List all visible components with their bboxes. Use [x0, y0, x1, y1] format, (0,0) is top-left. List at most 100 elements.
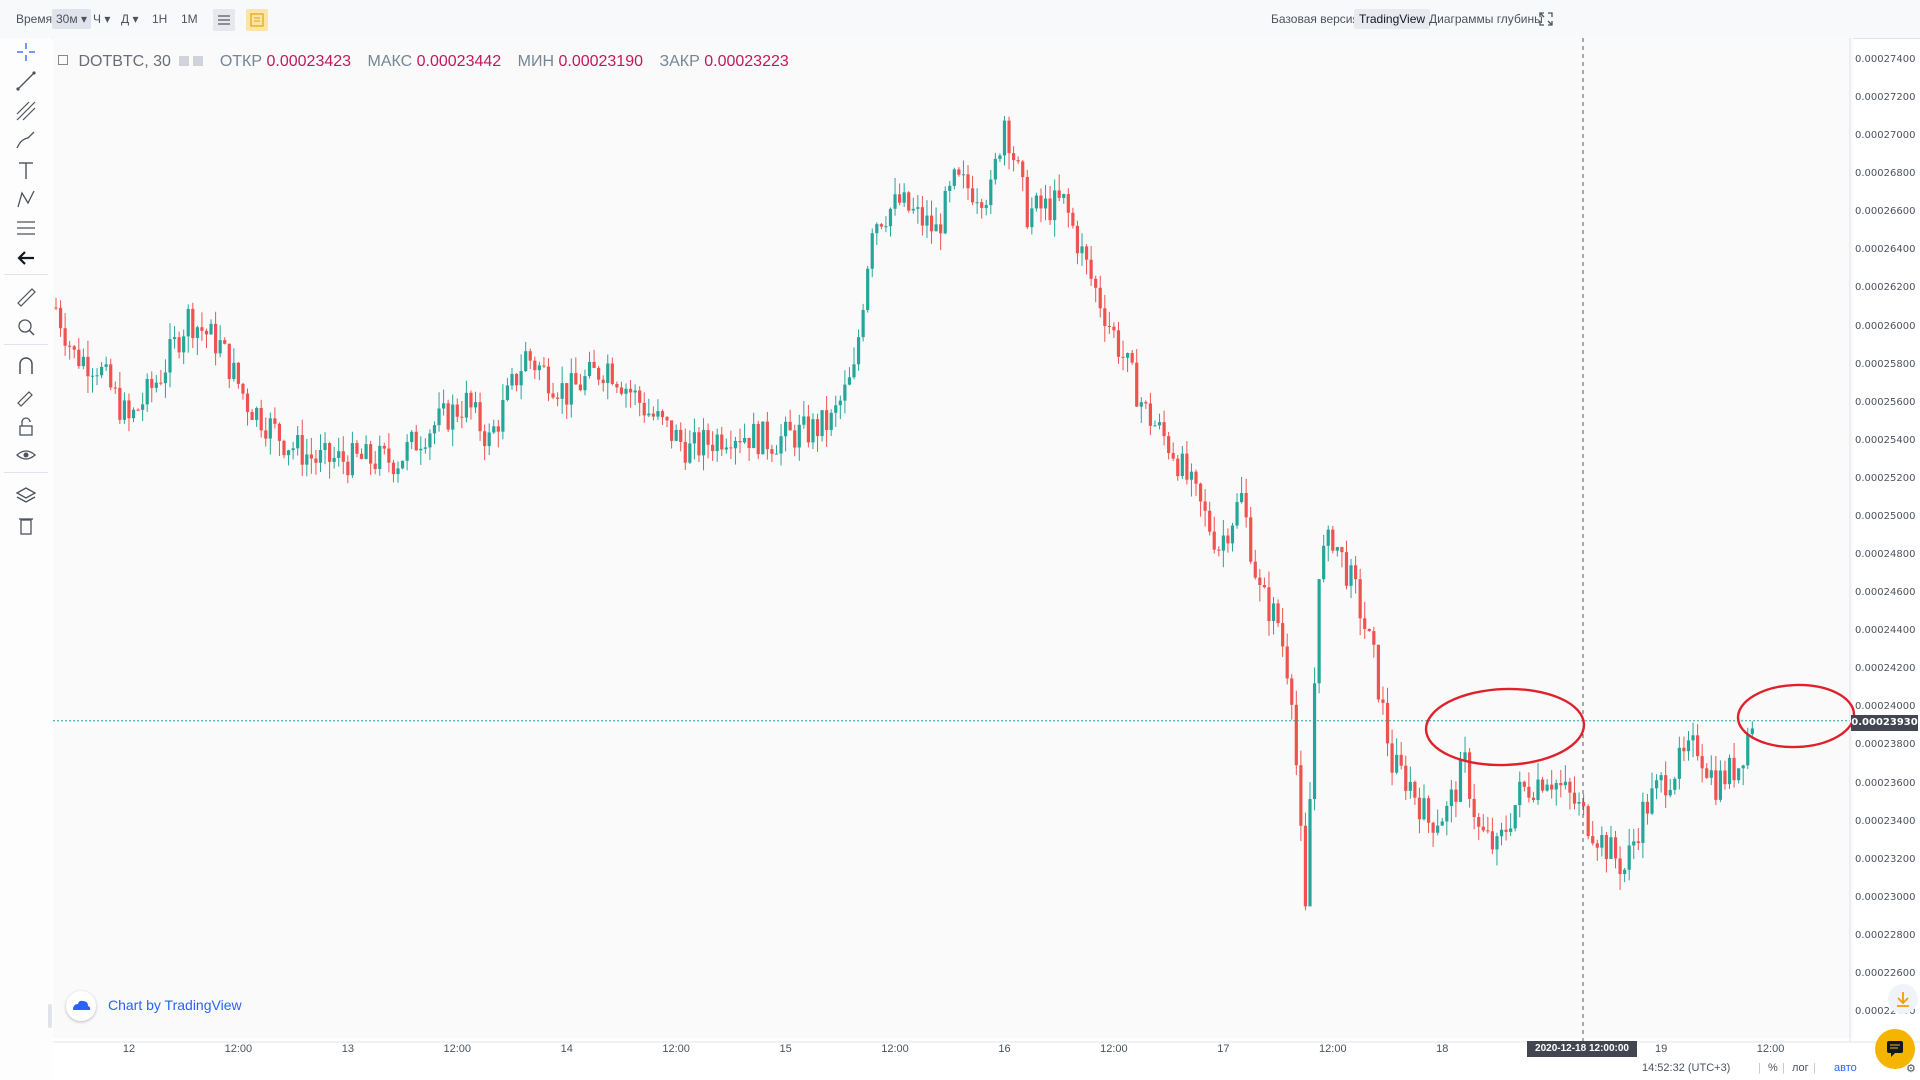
candle-body — [1130, 353, 1134, 363]
price-tick-label: 0.00026800 — [1855, 168, 1916, 180]
divider: | — [1813, 1062, 1816, 1074]
candle-body — [419, 448, 423, 451]
fullscreen-button[interactable] — [1535, 9, 1555, 29]
tradingview-watermark[interactable]: Chart by TradingView — [66, 990, 242, 1022]
candle-body — [1294, 704, 1298, 766]
candlestick-chart[interactable] — [53, 38, 1920, 1080]
back-tool[interactable] — [12, 244, 40, 272]
candle-body — [1458, 759, 1463, 802]
candle-body — [1230, 525, 1235, 544]
candle-body — [1636, 841, 1640, 843]
close-icon[interactable] — [193, 56, 204, 66]
candle-body — [560, 383, 564, 399]
price-tick-label: 0.00025200 — [1855, 472, 1916, 484]
candle-body — [359, 453, 364, 459]
log-toggle[interactable]: лог — [1792, 1062, 1809, 1074]
interval-week[interactable]: 1Н — [152, 12, 168, 26]
auto-toggle[interactable]: авто — [1834, 1062, 1857, 1074]
gear-icon[interactable]: ⚙ — [1906, 1063, 1916, 1075]
trendline-tool[interactable] — [12, 67, 40, 95]
candle-body — [510, 373, 514, 386]
candle-body — [264, 430, 268, 439]
candle-body — [63, 328, 67, 346]
candle-body — [847, 377, 852, 385]
candle-body — [1545, 784, 1549, 791]
chat-button[interactable] — [1875, 1029, 1915, 1069]
remove-drawings-tool[interactable] — [12, 511, 40, 539]
candle-body — [100, 366, 104, 376]
candle-body — [856, 337, 861, 365]
percent-toggle[interactable]: % — [1768, 1062, 1778, 1074]
candle-body — [1746, 734, 1750, 766]
candle-body — [1007, 120, 1011, 154]
price-tick-label: 0.00026000 — [1855, 320, 1916, 332]
view-basic[interactable]: Базовая версия — [1271, 12, 1359, 26]
candle-body — [1025, 177, 1029, 228]
candle-body — [136, 409, 140, 411]
candle-body — [1240, 493, 1244, 503]
candle-body — [1354, 565, 1358, 580]
measure-tool[interactable] — [12, 283, 40, 311]
interval-hour[interactable]: Ч ▾ — [93, 12, 111, 26]
candle-body — [1540, 779, 1545, 791]
lock-all-tool[interactable] — [12, 412, 40, 440]
last-price-tag: 0.00023930 — [1851, 715, 1918, 731]
settings-icon[interactable] — [179, 56, 190, 66]
interval-day[interactable]: Д ▾ — [121, 12, 139, 26]
watermark-text: Chart by TradingView — [108, 997, 242, 1013]
candle-body — [1053, 190, 1057, 221]
candle-body — [1604, 835, 1608, 859]
candle-body — [483, 431, 487, 447]
pitchfork-tool[interactable] — [12, 97, 40, 125]
view-depth[interactable]: Диаграммы глубины — [1429, 12, 1543, 26]
candle-body — [688, 443, 692, 463]
candle-body — [1194, 471, 1198, 484]
lock-drawing-tool[interactable] — [12, 382, 40, 410]
candle-body — [838, 400, 842, 406]
magnet-tool[interactable] — [12, 352, 40, 380]
hide-drawings-tool[interactable] — [12, 441, 40, 469]
candle-body — [54, 307, 58, 309]
object-tree-tool[interactable] — [12, 481, 40, 509]
candle-body — [1495, 836, 1499, 850]
chart-pane[interactable] — [53, 38, 1853, 1038]
indicators-button[interactable] — [213, 9, 235, 31]
pattern-tool[interactable] — [12, 185, 40, 213]
price-tick-label: 0.00027000 — [1855, 130, 1916, 142]
text-tool[interactable] — [12, 156, 40, 184]
price-tick-label: 0.00022600 — [1855, 967, 1916, 979]
candle-body — [711, 444, 715, 452]
brush-tool[interactable] — [12, 127, 40, 155]
candle-body — [423, 447, 427, 449]
candle-body — [182, 336, 186, 353]
candle-body — [533, 360, 537, 371]
candle-body — [1509, 828, 1513, 832]
candle-body — [1426, 798, 1431, 823]
zoom-tool[interactable] — [12, 313, 40, 341]
candle-body — [628, 388, 633, 393]
pitchfork-icon — [16, 101, 36, 121]
candle-body — [1472, 798, 1476, 818]
crosshair-tool[interactable] — [12, 38, 40, 66]
chart-properties-button[interactable] — [246, 9, 268, 31]
candle-body — [141, 404, 145, 410]
interval-month[interactable]: 1М — [181, 12, 198, 26]
interval-30m[interactable]: 30м ▾ — [52, 9, 91, 29]
candle-body — [369, 444, 373, 464]
candle-body — [720, 434, 724, 450]
legend-collapse-icon[interactable] — [58, 55, 68, 65]
candle-body — [227, 343, 231, 379]
candle-body — [127, 400, 131, 419]
scroll-to-realtime-button[interactable] — [1888, 984, 1918, 1014]
candle-body — [86, 356, 90, 377]
candle-body — [1499, 829, 1504, 837]
candle-body — [1267, 587, 1271, 622]
toolbar-collapse-handle[interactable] — [48, 1004, 52, 1028]
candle-body — [1677, 747, 1681, 779]
candle-body — [446, 403, 450, 430]
candle-body — [1180, 453, 1184, 477]
candle-body — [1080, 246, 1084, 254]
view-tradingview[interactable]: TradingView — [1354, 9, 1431, 29]
forecast-tool[interactable] — [12, 214, 40, 242]
candle-body — [1062, 194, 1066, 198]
